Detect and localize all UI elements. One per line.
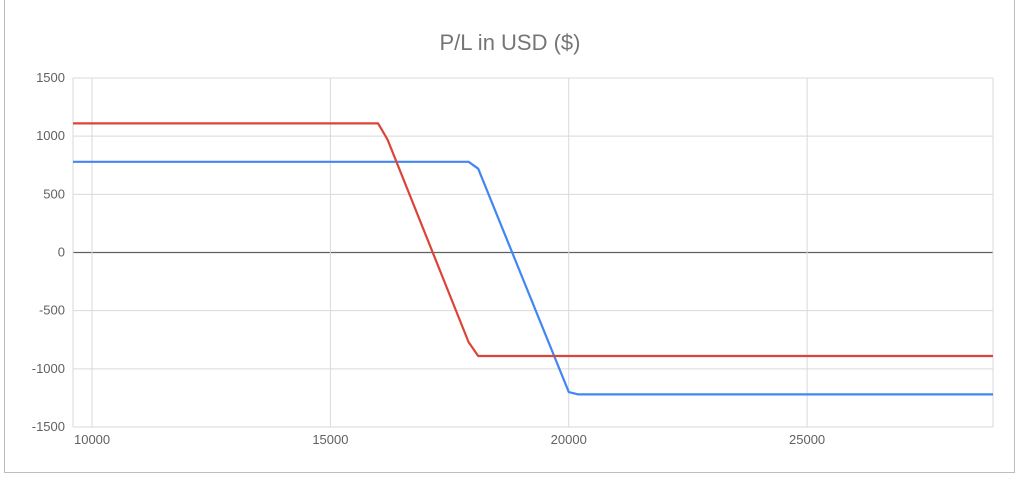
y-tick-label: 500 [43,186,65,201]
series-line-2 [73,122,993,358]
series-lines [73,122,993,396]
y-tick-label: -1500 [32,419,65,434]
x-tick-label: 15000 [312,432,348,447]
y-tick-label: 1000 [36,128,65,143]
y-tick-label: 0 [58,245,65,260]
series-line-1 [73,160,993,396]
grid-lines [72,77,994,428]
chart-title: P/L in USD ($) [439,30,580,55]
y-tick-label: -1000 [32,361,65,376]
x-axis-ticks: 10000 15000 20000 25000 [74,432,825,447]
x-tick-label: 10000 [74,432,110,447]
y-tick-label: 1500 [36,70,65,85]
x-tick-label: 20000 [551,432,587,447]
x-tick-label: 25000 [789,432,825,447]
y-axis-ticks: -1500 -1000 -500 0 500 1000 1500 [32,70,65,434]
y-tick-label: -500 [39,303,65,318]
